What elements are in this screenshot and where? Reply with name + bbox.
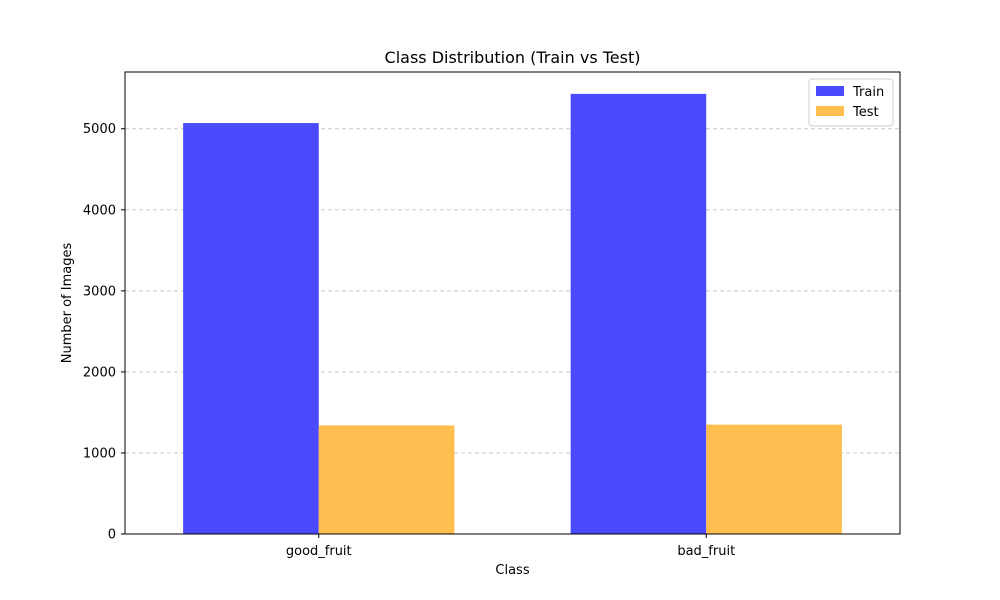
bar-train-good_fruit [183,123,319,534]
chart-title: Class Distribution (Train vs Test) [385,48,641,67]
x-axis-title: Class [495,563,529,578]
y-tick-label: 4000 [83,203,116,218]
y-axis-title: Number of Images [60,243,75,364]
legend-label-test: Test [852,105,879,120]
y-tick-label: 1000 [83,446,116,461]
legend-swatch-test [816,106,844,116]
legend-label-train: Train [852,85,884,100]
plot-frame [124,71,901,535]
x-axis-ticks: good_fruit bad_fruit [286,534,735,559]
bar-test-bad_fruit [706,424,842,534]
y-tick-label: 2000 [83,365,116,380]
legend-swatch-train [816,86,844,96]
y-tick-label: 5000 [83,122,116,137]
legend: Train Test [808,78,894,127]
x-tick-label: bad_fruit [677,544,735,559]
y-tick-label: 0 [108,528,116,543]
y-tick-label: 3000 [83,284,116,299]
bar-train-bad_fruit [570,93,707,534]
bars [183,93,842,534]
bar-test-good_fruit [318,425,455,534]
y-axis-ticks: 0 1000 2000 3000 4000 5000 [83,122,125,543]
x-tick-label: good_fruit [286,544,352,559]
